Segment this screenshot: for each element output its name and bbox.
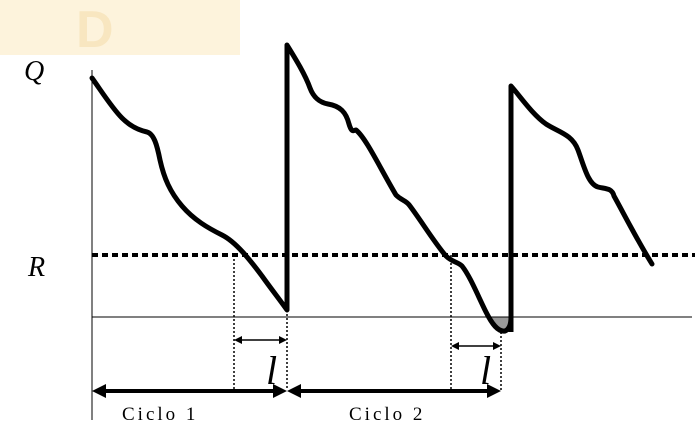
watermark-block [0, 0, 240, 55]
cycle-2-arrow [287, 384, 501, 398]
lead-time-arrow-2 [451, 342, 501, 350]
inventory-curve-cycle-3 [508, 83, 655, 267]
lead-time-arrow-1 [234, 336, 287, 344]
lead-time-label-1: l [266, 348, 277, 393]
lead-time-label-2: l [480, 348, 491, 393]
q-label: Q [24, 56, 44, 87]
inventory-curve-cycle-1 [89, 75, 290, 313]
cycle-2-label: Ciclo 2 [349, 404, 425, 425]
cycle-1-arrow [92, 384, 287, 398]
r-label: R [27, 252, 45, 283]
inventory-curve-cycle-2 [284, 42, 514, 334]
watermark-letter: D [76, 1, 114, 59]
cycle-1-label: Ciclo 1 [122, 404, 198, 425]
